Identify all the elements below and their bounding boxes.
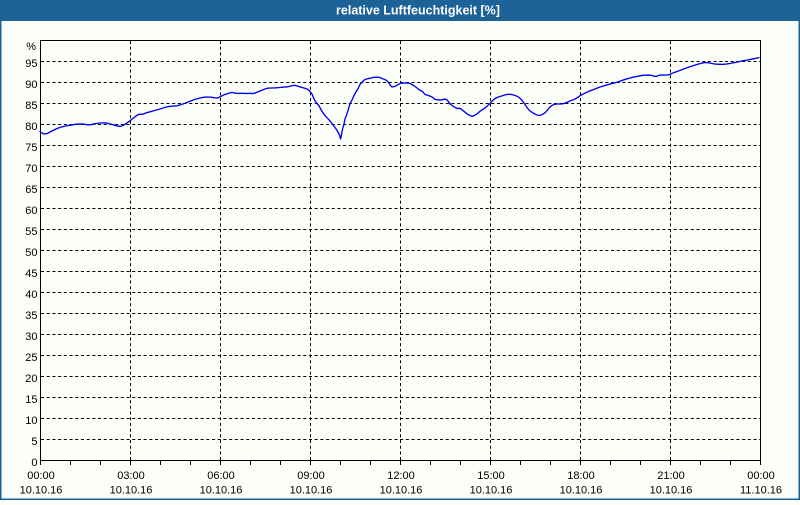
svg-text:0: 0 bbox=[31, 457, 37, 469]
svg-text:06:00: 06:00 bbox=[207, 470, 235, 482]
svg-text:18:00: 18:00 bbox=[567, 470, 595, 482]
svg-text:00:00: 00:00 bbox=[747, 470, 775, 482]
svg-text:10.10.16: 10.10.16 bbox=[560, 485, 603, 497]
svg-text:03:00: 03:00 bbox=[117, 470, 145, 482]
svg-text:70: 70 bbox=[25, 163, 37, 175]
svg-text:11.10.16: 11.10.16 bbox=[740, 485, 782, 497]
svg-text:50: 50 bbox=[25, 247, 37, 259]
svg-text:15:00: 15:00 bbox=[477, 470, 505, 482]
svg-text:10.10.16: 10.10.16 bbox=[200, 485, 243, 497]
svg-text:21:00: 21:00 bbox=[657, 470, 685, 482]
svg-text:60: 60 bbox=[25, 205, 37, 217]
svg-text:10.10.16: 10.10.16 bbox=[380, 485, 423, 497]
svg-text:35: 35 bbox=[25, 310, 37, 322]
svg-text:25: 25 bbox=[25, 352, 37, 364]
svg-text:75: 75 bbox=[25, 142, 37, 154]
svg-text:15: 15 bbox=[25, 394, 37, 406]
svg-text:90: 90 bbox=[25, 79, 37, 91]
svg-text:5: 5 bbox=[31, 436, 37, 448]
svg-text:40: 40 bbox=[25, 289, 37, 301]
svg-text:09:00: 09:00 bbox=[297, 470, 325, 482]
svg-text:20: 20 bbox=[25, 373, 37, 385]
svg-text:45: 45 bbox=[25, 268, 37, 280]
svg-text:85: 85 bbox=[25, 100, 37, 112]
svg-text:10.10.16: 10.10.16 bbox=[290, 485, 333, 497]
svg-text:12:00: 12:00 bbox=[387, 470, 415, 482]
svg-text:30: 30 bbox=[25, 331, 37, 343]
svg-text:55: 55 bbox=[25, 226, 37, 238]
svg-text:65: 65 bbox=[25, 184, 37, 196]
svg-text:10.10.16: 10.10.16 bbox=[110, 485, 153, 497]
svg-text:10.10.16: 10.10.16 bbox=[650, 485, 693, 497]
svg-text:00:00: 00:00 bbox=[27, 470, 55, 482]
svg-text:80: 80 bbox=[25, 121, 37, 133]
svg-text:10.10.16: 10.10.16 bbox=[470, 485, 513, 497]
svg-text:10.10.16: 10.10.16 bbox=[20, 485, 63, 497]
svg-text:%: % bbox=[26, 41, 36, 53]
svg-text:95: 95 bbox=[25, 58, 37, 70]
svg-text:10: 10 bbox=[25, 415, 37, 427]
svg-text:relative Luftfeuchtigkeit [%]: relative Luftfeuchtigkeit [%] bbox=[336, 3, 500, 17]
